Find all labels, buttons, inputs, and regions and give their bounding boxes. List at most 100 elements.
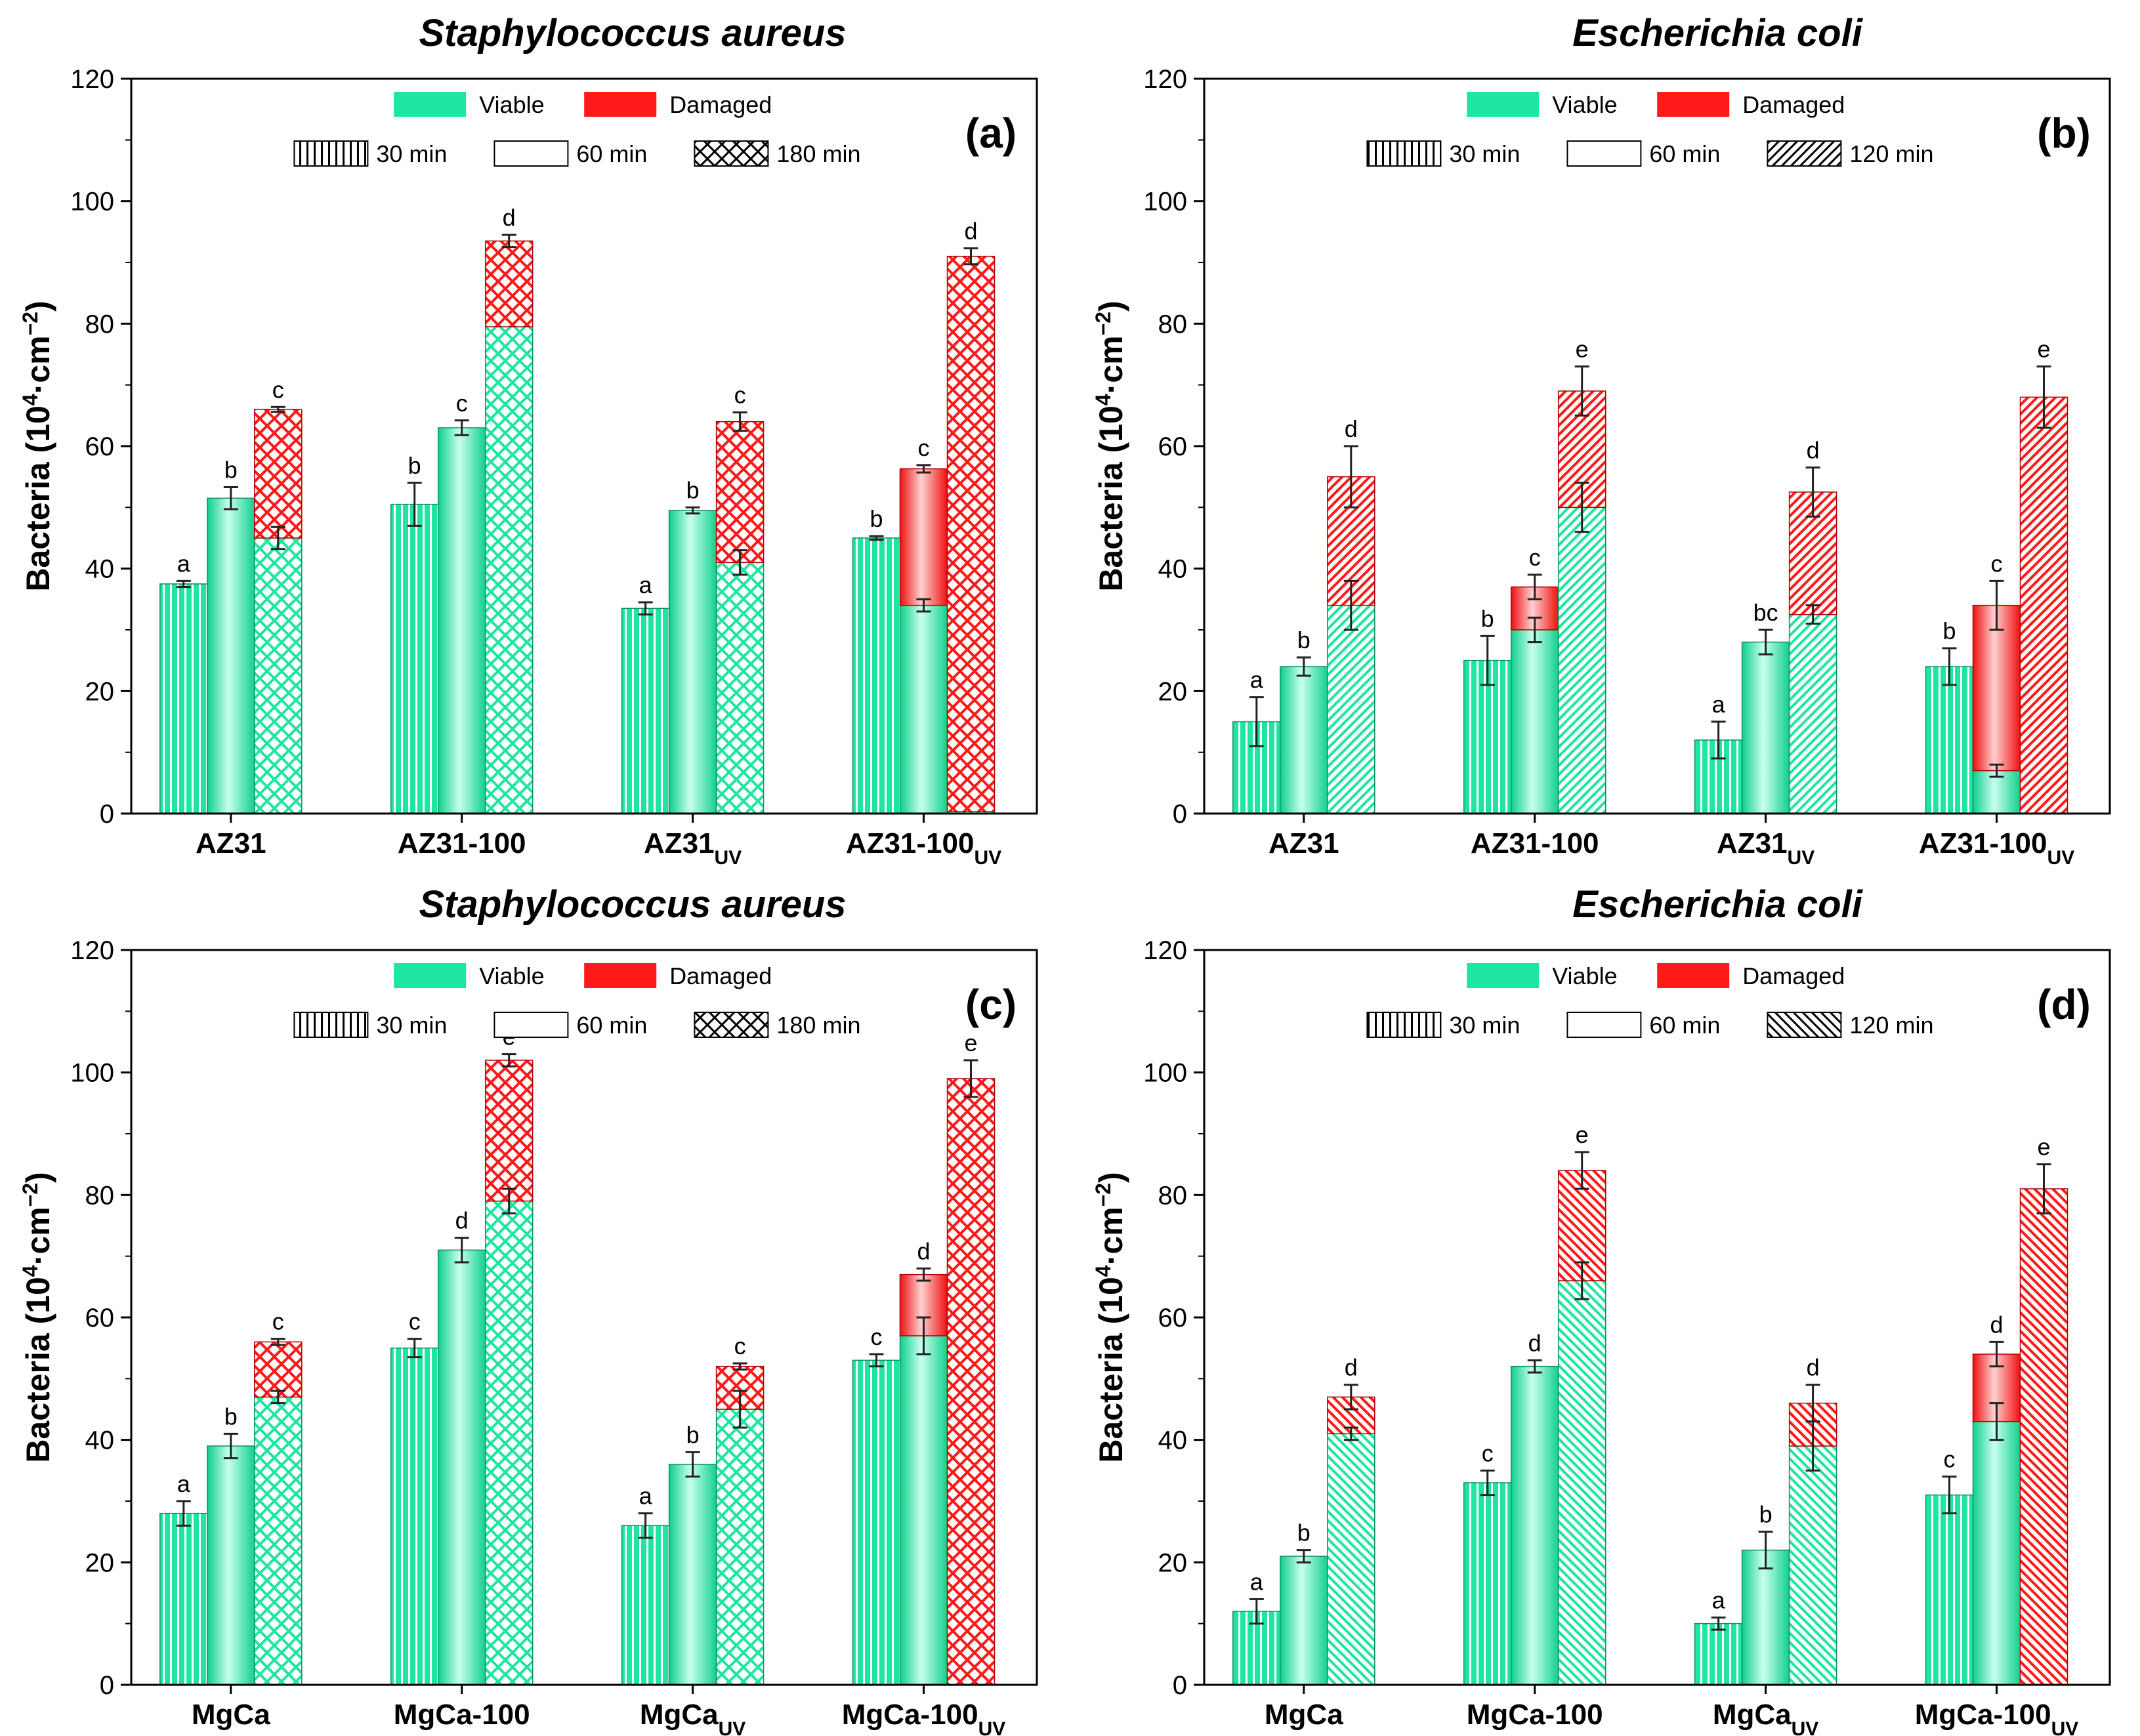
legend-swatch-viable [1467,963,1540,988]
y-tick-label: 0 [100,800,114,829]
significance-letter: e [964,1029,977,1056]
y-axis-label-end: ) [20,1172,56,1183]
significance-letter: c [272,1308,284,1335]
legend-label-viable: Viable [479,91,544,118]
x-category-label: AZ31-100 [398,827,526,859]
bar-viable [254,1396,303,1685]
legend-label-time: 30 min [376,140,447,167]
bar-damaged [484,240,534,327]
legend-label-time: 60 min [576,1012,647,1039]
legend-label-time: 30 min [376,1012,447,1039]
bar-damaged [715,421,765,564]
y-axis-label-exp1: 4 [18,394,42,405]
significance-letter: c [1991,550,2003,577]
significance-letter: b [686,476,700,503]
panel-label: (a) [965,110,1017,157]
panel-label: (d) [2037,981,2091,1028]
significance-letter: b [870,505,883,532]
chart-panel-4: Escherichia coli 0 20 40 60 80 100 120 Bacteria … [1091,883,2111,1736]
x-category-base: AZ31 [196,827,266,859]
significance-letter: b [1297,627,1311,653]
significance-letter: a [177,550,191,577]
x-category-subscript: UV [978,1718,1006,1736]
significance-letter: c [918,434,930,461]
significance-letter: d [1345,1354,1358,1381]
bar-viable [1463,1482,1512,1685]
significance-letter: e [1576,336,1589,363]
bar-damaged [254,409,303,539]
x-category-label: MgCa-100 [1467,1699,1603,1731]
significance-letter: d [1528,1329,1542,1356]
x-category-label: AZ31 [1269,827,1339,859]
bar-viable [621,1525,670,1685]
significance-letter: c [456,390,468,417]
bar-damaged [946,1078,996,1685]
y-axis-label-mid: ·cm [1093,1207,1129,1265]
y-axis-label-exp1: 4 [1091,394,1115,405]
plot-frame [130,949,1038,1686]
y-tick-label: 120 [1143,936,1187,965]
significance-letter: d [503,204,516,231]
bar-viable [715,1409,765,1685]
legend-label-viable: Viable [1552,962,1617,989]
significance-letter: b [1297,1519,1311,1546]
y-axis-label-exp1: 4 [18,1265,42,1277]
significance-letter: a [639,571,653,598]
legend-swatch-viable [1467,92,1540,117]
significance-letter: b [408,452,421,479]
x-category-base: MgCa-100 [1915,1699,2051,1731]
x-category-base: AZ31-100 [1919,827,2047,859]
bar-viable [715,562,765,814]
plot-frame [130,77,1038,815]
y-axis-label-base: Bacteria (10 [1093,1277,1129,1463]
significance-letter: c [409,1308,421,1335]
legend-label-time: 30 min [1449,140,1520,167]
significance-letter: c [1482,1439,1494,1466]
significance-letter: c [1529,544,1541,571]
legend-label-time: 60 min [576,140,647,167]
y-tick-label: 20 [85,677,115,706]
x-category-label: AZ31-100UV [1919,827,2074,869]
x-category-subscript: UV [719,1718,746,1736]
bar-viable [1925,666,1974,814]
significance-letter: b [1759,1501,1773,1528]
significance-letter: e [1576,1121,1589,1148]
x-category-base: MgCa [1713,1699,1792,1731]
x-category-base: AZ31 [1269,827,1339,859]
x-category-label: AZ31-100UV [846,827,1001,869]
significance-letter: d [1345,415,1358,442]
x-category-subscript: UV [715,847,742,869]
bar-viable [852,1359,901,1685]
bar-damaged [2019,1188,2068,1685]
significance-letter: a [1250,1568,1264,1595]
bar-viable [1510,629,1559,814]
chart-panel-1: Staphylococcus aureus 0 20 40 60 80 100 120 Bact… [18,12,1038,869]
x-category-label: MgCa-100UV [842,1699,1006,1736]
y-axis-label-end: ) [20,300,56,312]
x-category-base: MgCa [640,1699,719,1731]
legend-swatch-time [1767,1012,1842,1038]
y-axis-label-exp2: −2 [1091,312,1115,335]
legend-swatch-damaged [584,92,657,117]
chart-title: Escherichia coli [1572,12,1864,54]
legend-swatch-time [694,1012,769,1038]
chart-panel-3: Staphylococcus aureus 0 20 40 60 80 100 120 Bact… [18,883,1038,1736]
legend-label-time: 180 min [776,1012,860,1039]
bar-viable [1280,666,1328,814]
x-category-subscript: UV [2047,847,2074,869]
significance-letter: b [1942,617,1956,644]
bar-viable [437,427,486,814]
y-tick-label: 120 [70,936,114,965]
x-category-label: MgCa [192,1699,270,1731]
chart-title: Escherichia coli [1572,883,1864,926]
y-axis-label: Bacteria (104·cm−2) [1091,1172,1129,1462]
bar-viable [899,604,948,814]
legend-swatch-time [1366,140,1442,167]
bar-viable [621,608,670,814]
significance-letter: a [639,1483,653,1510]
legend-swatch-time [293,140,369,167]
x-category-label: AZ31UV [644,827,742,869]
significance-letter: d [455,1207,469,1234]
significance-letter: d [917,1237,930,1264]
